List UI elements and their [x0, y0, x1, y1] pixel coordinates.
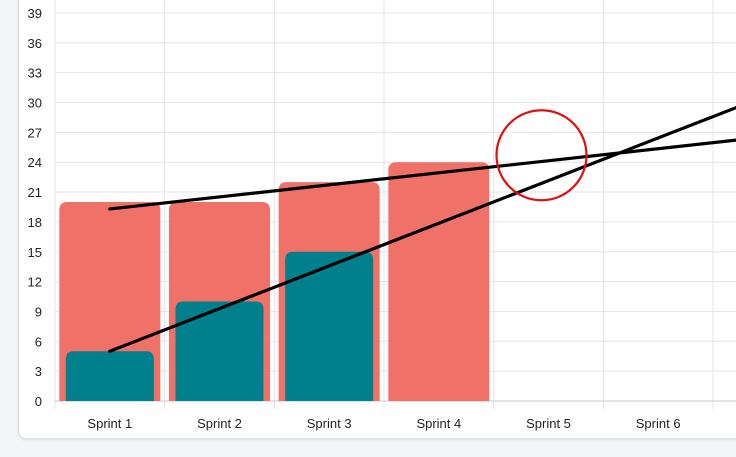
y-tick-label: 18 [28, 215, 42, 230]
y-tick-label: 0 [35, 394, 42, 409]
x-tick-label: Sprint 5 [526, 416, 571, 431]
bar-completed [175, 301, 264, 401]
y-tick-label: 39 [28, 6, 42, 21]
y-tick-label: 12 [28, 275, 42, 290]
y-tick-label: 36 [28, 36, 42, 51]
x-axis: Sprint 1 Sprint 2 Sprint 3 Sprint 4 Sprint 5… [87, 416, 680, 431]
y-tick-label: 6 [35, 334, 42, 349]
y-tick-label: 33 [28, 66, 42, 81]
trend-lines [108, 105, 736, 353]
highlight [495, 109, 588, 202]
y-tick-label: 30 [28, 96, 42, 111]
trend-line-committed [108, 138, 736, 211]
bar-completed [285, 251, 374, 401]
x-tick-label: Sprint 1 [87, 416, 132, 431]
bar-completed [65, 351, 154, 401]
y-tick-label: 3 [35, 364, 42, 379]
x-tick-label: Sprint 2 [197, 416, 242, 431]
y-tick-label: 27 [28, 125, 42, 140]
x-tick-label: Sprint 4 [416, 416, 461, 431]
intersection-circle [495, 109, 588, 202]
trend-line-completed [108, 105, 736, 353]
x-tick-label: Sprint 6 [636, 416, 681, 431]
y-tick-label: 24 [28, 155, 42, 170]
bars [59, 162, 490, 401]
bar-committed [388, 162, 490, 401]
y-tick-label: 9 [35, 304, 42, 319]
x-tick-label: Sprint 3 [307, 416, 352, 431]
y-tick-label: 21 [28, 185, 42, 200]
y-tick-label: 15 [28, 245, 42, 260]
